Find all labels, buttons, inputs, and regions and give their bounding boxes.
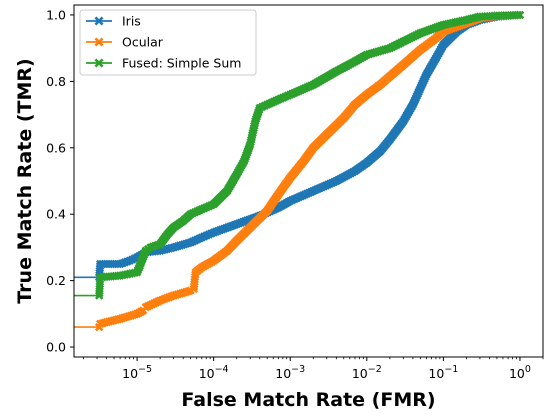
plot-frame xyxy=(73,4,544,358)
x-tick-label: 10−4 xyxy=(199,364,229,381)
legend-marker xyxy=(94,16,104,26)
x-tick-label: 10−1 xyxy=(428,364,458,381)
series-1 xyxy=(74,10,525,332)
legend-label: Ocular xyxy=(122,35,164,50)
y-tick-label: 0.8 xyxy=(46,74,66,89)
y-tick-label: 0.2 xyxy=(46,273,66,288)
legend-entry: Ocular xyxy=(86,35,164,50)
x-tick-label: 10−3 xyxy=(275,364,305,381)
x-tick-label: 100 xyxy=(509,364,531,381)
x-axis-label: False Match Rate (FMR) xyxy=(181,389,435,411)
data-point xyxy=(515,10,525,20)
legend-marker xyxy=(94,58,104,68)
legend: Iris Ocular Fused: Simple Sum xyxy=(79,9,257,76)
y-tick-label: 1.0 xyxy=(46,7,66,22)
series-layer xyxy=(74,10,525,332)
y-tick-label: 0.4 xyxy=(46,207,66,222)
legend-label: Iris xyxy=(122,14,141,29)
legend-label: Fused: Simple Sum xyxy=(122,56,241,71)
series-2 xyxy=(74,10,525,300)
legend-marker xyxy=(94,37,104,47)
y-axis-label: True Match Rate (TMR) xyxy=(14,58,36,303)
x-tick-label: 10−5 xyxy=(122,364,152,381)
point-marker xyxy=(513,10,522,20)
y-tick-label: 0.6 xyxy=(46,140,66,155)
legend-entry: Fused: Simple Sum xyxy=(86,56,241,71)
y-tick-label: 0.0 xyxy=(46,340,66,355)
x-tick-label: 10−2 xyxy=(352,364,382,381)
legend-entry: Iris xyxy=(86,14,141,29)
axes-layer: 10−5 10−4 10−3 10−2 10−1 100 0.0 0.2 0.4 0.6 0.8 1.… xyxy=(46,7,544,381)
legend-box xyxy=(79,9,257,76)
